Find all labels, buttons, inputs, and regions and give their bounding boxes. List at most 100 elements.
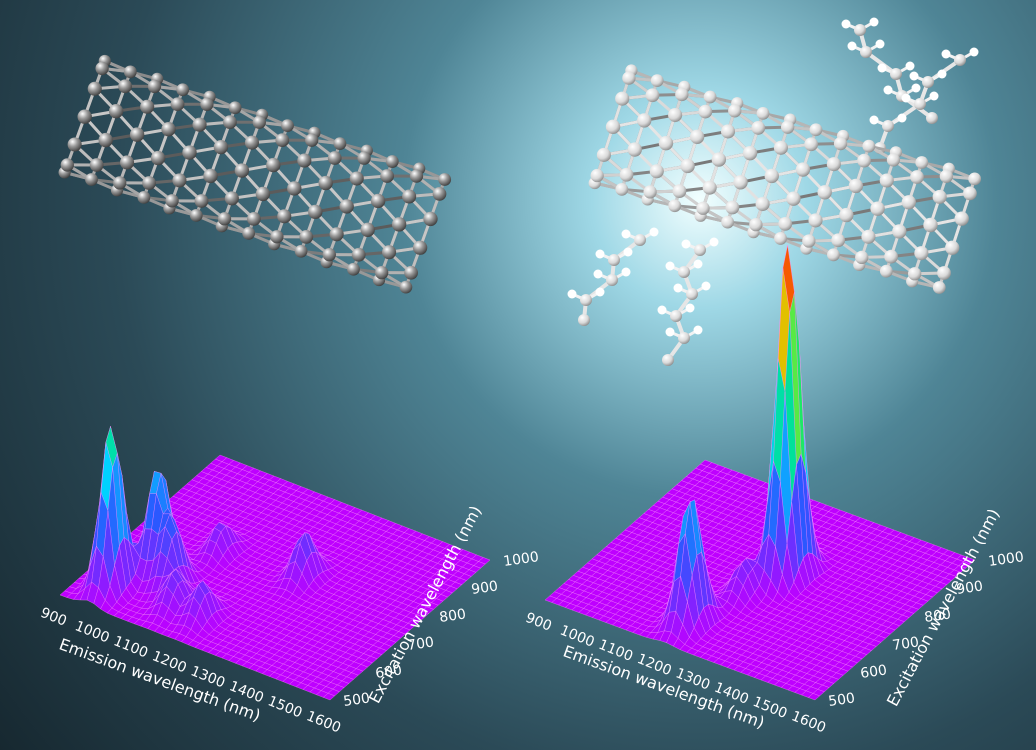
atom [275, 133, 290, 147]
hydrogen-atom [649, 227, 659, 237]
atom [751, 121, 766, 135]
atom [339, 199, 354, 214]
atom [892, 224, 907, 239]
atom [963, 186, 977, 201]
atom [299, 229, 314, 244]
atom [142, 176, 156, 190]
y-tick-label: 700 [406, 634, 435, 654]
hydrogen-atom [623, 247, 633, 257]
atom [590, 168, 604, 183]
atom [423, 211, 438, 227]
atom [351, 247, 366, 262]
atom [322, 248, 336, 262]
atom [224, 191, 239, 206]
molecules-layer [58, 17, 982, 366]
atom [412, 240, 428, 255]
atom [137, 191, 151, 204]
atom [305, 133, 319, 147]
hydrogen-atom [681, 239, 691, 249]
atom [622, 71, 636, 85]
surface-mesh [544, 245, 976, 701]
atom [827, 248, 840, 262]
atom [370, 193, 386, 209]
y-tick-label: 1000 [502, 549, 540, 570]
atom [277, 209, 292, 224]
atom [668, 199, 682, 213]
hydrogen-atom [685, 303, 695, 313]
atom [176, 83, 190, 97]
atom [668, 107, 683, 123]
nanotube-right [588, 64, 982, 294]
surface-cell [807, 693, 821, 701]
atom [802, 234, 816, 248]
atom [165, 194, 179, 208]
atom [123, 65, 137, 79]
atom [755, 196, 770, 212]
carbon-atom [580, 294, 592, 306]
hydrogen-atom [693, 259, 703, 269]
atom [680, 158, 695, 174]
atom [720, 124, 736, 139]
carbon-atom [922, 76, 934, 88]
hydrogen-atom [929, 91, 939, 101]
surface-mesh [59, 425, 491, 701]
hydrogen-atom [673, 283, 683, 293]
alkyl-chain [657, 237, 719, 366]
atom [60, 158, 74, 172]
atom [402, 189, 417, 204]
hydrogen-atom [709, 237, 719, 247]
hydrogen-atom [897, 113, 907, 123]
atom [932, 281, 946, 294]
atom [637, 113, 652, 128]
atom [247, 212, 261, 226]
atom [327, 151, 342, 165]
carbon-atom [678, 332, 690, 344]
atom [113, 176, 127, 190]
atom [347, 262, 360, 276]
atom [605, 119, 621, 135]
atom [349, 171, 364, 186]
atom [848, 178, 864, 194]
atom [329, 227, 344, 242]
y-tick-label: 800 [923, 606, 952, 626]
atom [915, 156, 929, 169]
atom [945, 240, 960, 255]
carbon-atom [686, 288, 698, 300]
atom [839, 207, 854, 223]
atom [98, 132, 113, 148]
atom [780, 120, 795, 134]
atom [89, 158, 104, 172]
atom [318, 175, 333, 191]
atom [774, 232, 787, 245]
hydrogen-atom [875, 39, 885, 49]
atom [357, 151, 371, 165]
atom [85, 173, 98, 186]
atom [228, 101, 242, 115]
atom [703, 90, 717, 104]
atom [281, 119, 294, 133]
carbon-atom [854, 24, 866, 36]
atom [147, 79, 162, 94]
atom [619, 167, 634, 182]
carbon-atom [670, 310, 682, 322]
atom [817, 185, 832, 200]
hydrogen-atom [877, 63, 887, 73]
atom [675, 87, 689, 102]
atom [778, 217, 793, 231]
atom [884, 249, 898, 264]
atom [360, 222, 375, 237]
atom [862, 139, 876, 153]
atom [749, 217, 763, 232]
atom [255, 186, 271, 202]
hydrogen-atom [905, 61, 915, 71]
atom [968, 172, 982, 186]
atom [672, 184, 687, 199]
atom [773, 140, 788, 155]
hydrogen-atom [869, 115, 879, 125]
alkyl-chain [567, 227, 659, 326]
atom [120, 155, 135, 170]
carbon-atom [662, 354, 674, 366]
atom [108, 104, 124, 119]
carbon-atom [608, 254, 620, 266]
